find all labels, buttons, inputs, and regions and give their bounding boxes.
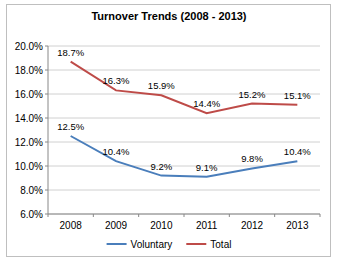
category-label: 2011 xyxy=(196,220,218,231)
plot-area xyxy=(71,62,298,177)
data-label: 9.2% xyxy=(151,161,173,172)
x-tick xyxy=(93,214,94,217)
x-tick xyxy=(138,214,139,217)
data-label: 9.1% xyxy=(196,162,218,173)
legend-swatch xyxy=(186,243,206,245)
tick-label: 8.0% xyxy=(20,185,43,196)
grid-line xyxy=(48,118,320,119)
x-tick xyxy=(274,214,275,217)
category-label: 2012 xyxy=(241,220,264,231)
y-axis xyxy=(48,46,49,214)
data-labels: 12.5% 10.4% 9.2% 9.1% 9.8% 10.4% 18.7% 16.3% 15.… xyxy=(57,47,311,173)
legend: Voluntary Total xyxy=(107,239,232,250)
series-line xyxy=(71,62,298,114)
data-label: 15.2% xyxy=(239,89,266,100)
tick-label: 10.0% xyxy=(15,161,43,172)
legend-item: Total xyxy=(186,239,231,250)
grid-line xyxy=(48,94,320,95)
grid-line xyxy=(48,46,320,47)
grid-line xyxy=(48,142,320,143)
category-label: 2013 xyxy=(286,220,309,231)
data-label: 10.4% xyxy=(103,146,130,157)
tick-label: 12.0% xyxy=(15,137,43,148)
tick-label: 6.0% xyxy=(20,209,43,220)
data-label: 12.5% xyxy=(57,121,84,132)
x-tick xyxy=(229,214,230,217)
data-label: 15.9% xyxy=(148,80,175,91)
category-label: 2008 xyxy=(60,220,83,231)
data-label: 9.8% xyxy=(241,153,263,164)
legend-label: Total xyxy=(210,239,231,250)
legend-item: Voluntary xyxy=(107,239,173,250)
data-label: 14.4% xyxy=(193,98,220,109)
grid-line xyxy=(48,166,320,167)
data-label: 18.7% xyxy=(57,47,84,58)
tick-label: 14.0% xyxy=(15,113,43,124)
data-label: 16.3% xyxy=(103,75,130,86)
series-line xyxy=(71,136,298,177)
legend-swatch xyxy=(107,243,127,245)
x-tick xyxy=(320,214,321,217)
tick-label: 20.0% xyxy=(15,41,43,52)
grid-line xyxy=(48,70,320,71)
x-tick xyxy=(48,214,49,217)
title: Turnover Trends (2008 - 2013) xyxy=(91,10,246,22)
chart-border xyxy=(7,5,331,257)
category-label: 2009 xyxy=(105,220,128,231)
tick-label: 16.0% xyxy=(15,89,43,100)
legend-label: Voluntary xyxy=(131,239,173,250)
category-label: 2010 xyxy=(150,220,173,231)
tick-label: 18.0% xyxy=(15,65,43,76)
chart: Turnover Trends (2008 - 2013) 6.0% 8.0% 10.… xyxy=(0,0,338,261)
grid-line xyxy=(48,190,320,191)
data-label: 10.4% xyxy=(284,146,311,157)
x-tick xyxy=(184,214,185,217)
data-label: 15.1% xyxy=(284,90,311,101)
